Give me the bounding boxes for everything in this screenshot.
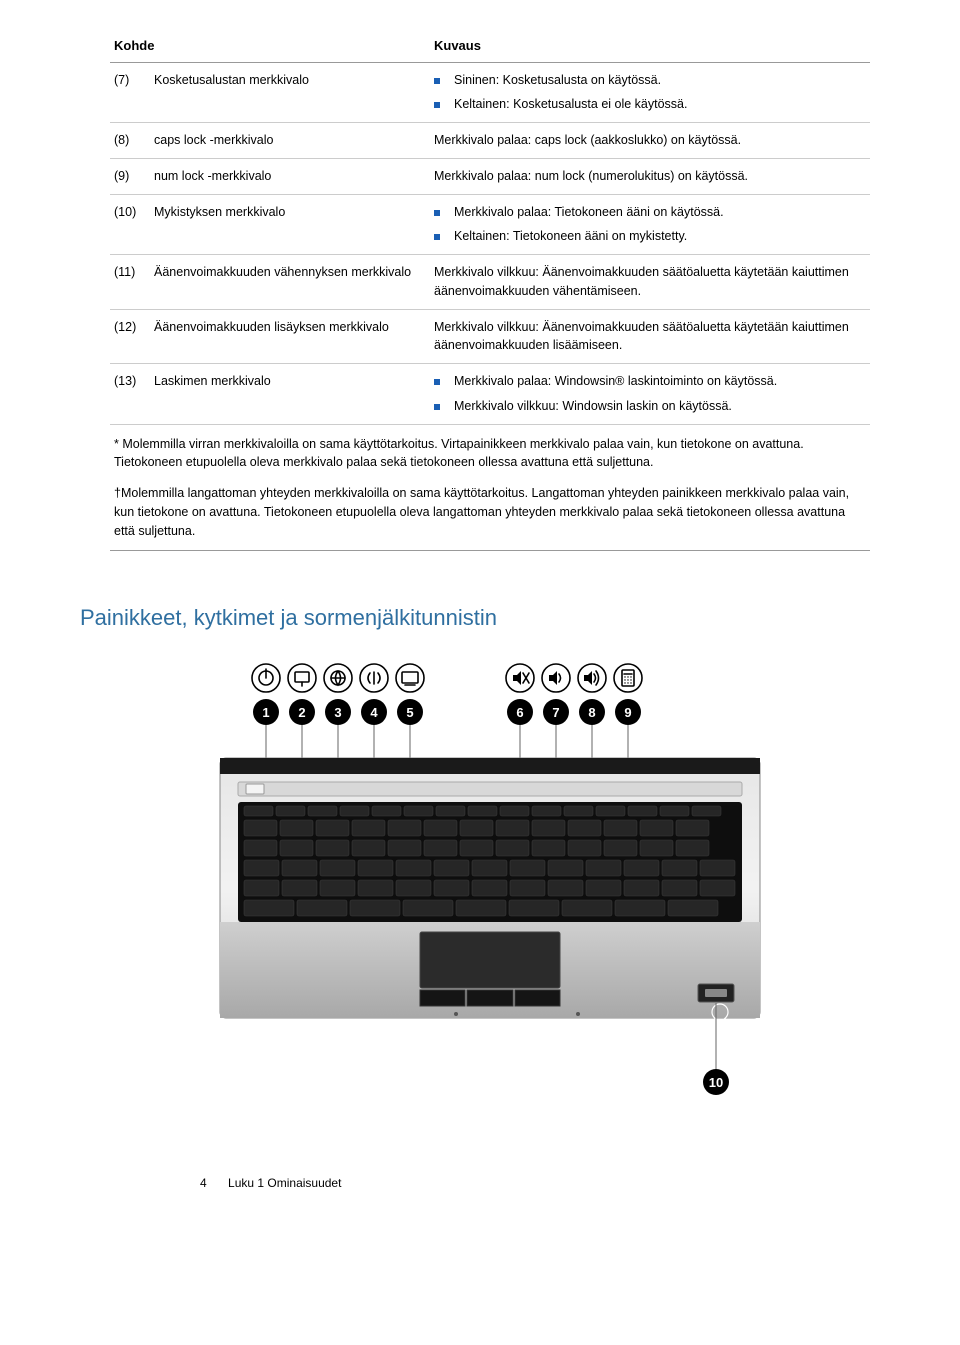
section-heading: Painikkeet, kytkimet ja sormenjälkitunni… xyxy=(80,601,870,634)
row-description: Merkkivalo palaa: num lock (numerolukitu… xyxy=(430,158,870,194)
callout-4: 4 xyxy=(370,705,378,720)
row-index: (12) xyxy=(110,309,150,364)
table-row: (13)Laskimen merkkivalo Merkkivalo palaa:… xyxy=(110,364,870,425)
page-number: 4 xyxy=(200,1176,207,1190)
table-row: (10)Mykistyksen merkkivalo Merkkivalo pal… xyxy=(110,194,870,255)
row-description: Sininen: Kosketusalusta on käytössä. Kelt… xyxy=(430,62,870,123)
row-description: Merkkivalo palaa: Windowsin® laskintoimi… xyxy=(430,364,870,425)
bullet-text: Sininen: Kosketusalusta on käytössä. xyxy=(454,71,661,90)
col-header-kohde: Kohde xyxy=(110,30,430,62)
row-label: Mykistyksen merkkivalo xyxy=(150,194,430,255)
row-index: (7) xyxy=(110,62,150,123)
row-label: caps lock -merkkivalo xyxy=(150,123,430,159)
bullet-text: Merkkivalo palaa: Tietokoneen ääni on kä… xyxy=(454,203,724,222)
row-label: Äänenvoimakkuuden lisäyksen merkkivalo xyxy=(150,309,430,364)
row-index: (13) xyxy=(110,364,150,425)
bullet-icon xyxy=(434,379,440,385)
row-label: Laskimen merkkivalo xyxy=(150,364,430,425)
footnote-text: * Molemmilla virran merkkivaloilla on sa… xyxy=(114,435,866,473)
callout-9: 9 xyxy=(624,705,631,720)
callout-10: 10 xyxy=(709,1075,723,1090)
callout-1: 1 xyxy=(262,705,269,720)
row-description: Merkkivalo palaa: Tietokoneen ääni on kä… xyxy=(430,194,870,255)
bullet-icon xyxy=(434,102,440,108)
bullet-icon xyxy=(434,78,440,84)
callout-2: 2 xyxy=(298,705,305,720)
bullet-text: Merkkivalo palaa: Windowsin® laskintoimi… xyxy=(454,372,777,391)
col-header-kuvaus: Kuvaus xyxy=(430,30,870,62)
row-index: (8) xyxy=(110,123,150,159)
bullet-text: Keltainen: Tietokoneen ääni on mykistett… xyxy=(454,227,687,246)
row-label: num lock -merkkivalo xyxy=(150,158,430,194)
table-footnotes: * Molemmilla virran merkkivaloilla on sa… xyxy=(110,425,870,552)
laptop-illustration: 1 2 3 4 5 6 7 8 9 10 xyxy=(210,654,770,1114)
bullet-text: Merkkivalo vilkkuu: Windowsin laskin on … xyxy=(454,397,732,416)
table-row: (8)caps lock -merkkivaloMerkkivalo palaa… xyxy=(110,123,870,159)
row-label: Äänenvoimakkuuden vähennyksen merkkivalo xyxy=(150,255,430,310)
row-index: (9) xyxy=(110,158,150,194)
row-description: Merkkivalo palaa: caps lock (aakkoslukko… xyxy=(430,123,870,159)
bullet-icon xyxy=(434,210,440,216)
page-footer: 4 Luku 1 Ominaisuudet xyxy=(200,1174,341,1192)
table-row: (12)Äänenvoimakkuuden lisäyksen merkkiva… xyxy=(110,309,870,364)
indicator-table: Kohde Kuvaus (7)Kosketusalustan merkkiva… xyxy=(110,30,870,425)
callout-3: 3 xyxy=(334,705,341,720)
row-description: Merkkivalo vilkkuu: Äänenvoimakkuuden sä… xyxy=(430,255,870,310)
chapter-label: Luku 1 Ominaisuudet xyxy=(228,1176,341,1190)
bullet-icon xyxy=(434,234,440,240)
bullet-icon xyxy=(434,404,440,410)
row-index: (10) xyxy=(110,194,150,255)
table-row: (11)Äänenvoimakkuuden vähennyksen merkki… xyxy=(110,255,870,310)
callout-8: 8 xyxy=(588,705,595,720)
row-index: (11) xyxy=(110,255,150,310)
table-row: (9)num lock -merkkivaloMerkkivalo palaa:… xyxy=(110,158,870,194)
bullet-text: Keltainen: Kosketusalusta ei ole käytöss… xyxy=(454,95,687,114)
callout-5: 5 xyxy=(406,705,413,720)
callout-7: 7 xyxy=(552,705,559,720)
footnote-text: †Molemmilla langattoman yhteyden merkkiv… xyxy=(114,484,866,540)
table-row: (7)Kosketusalustan merkkivaloSininen: Ko… xyxy=(110,62,870,123)
row-description: Merkkivalo vilkkuu: Äänenvoimakkuuden sä… xyxy=(430,309,870,364)
callout-6: 6 xyxy=(516,705,523,720)
row-label: Kosketusalustan merkkivalo xyxy=(150,62,430,123)
